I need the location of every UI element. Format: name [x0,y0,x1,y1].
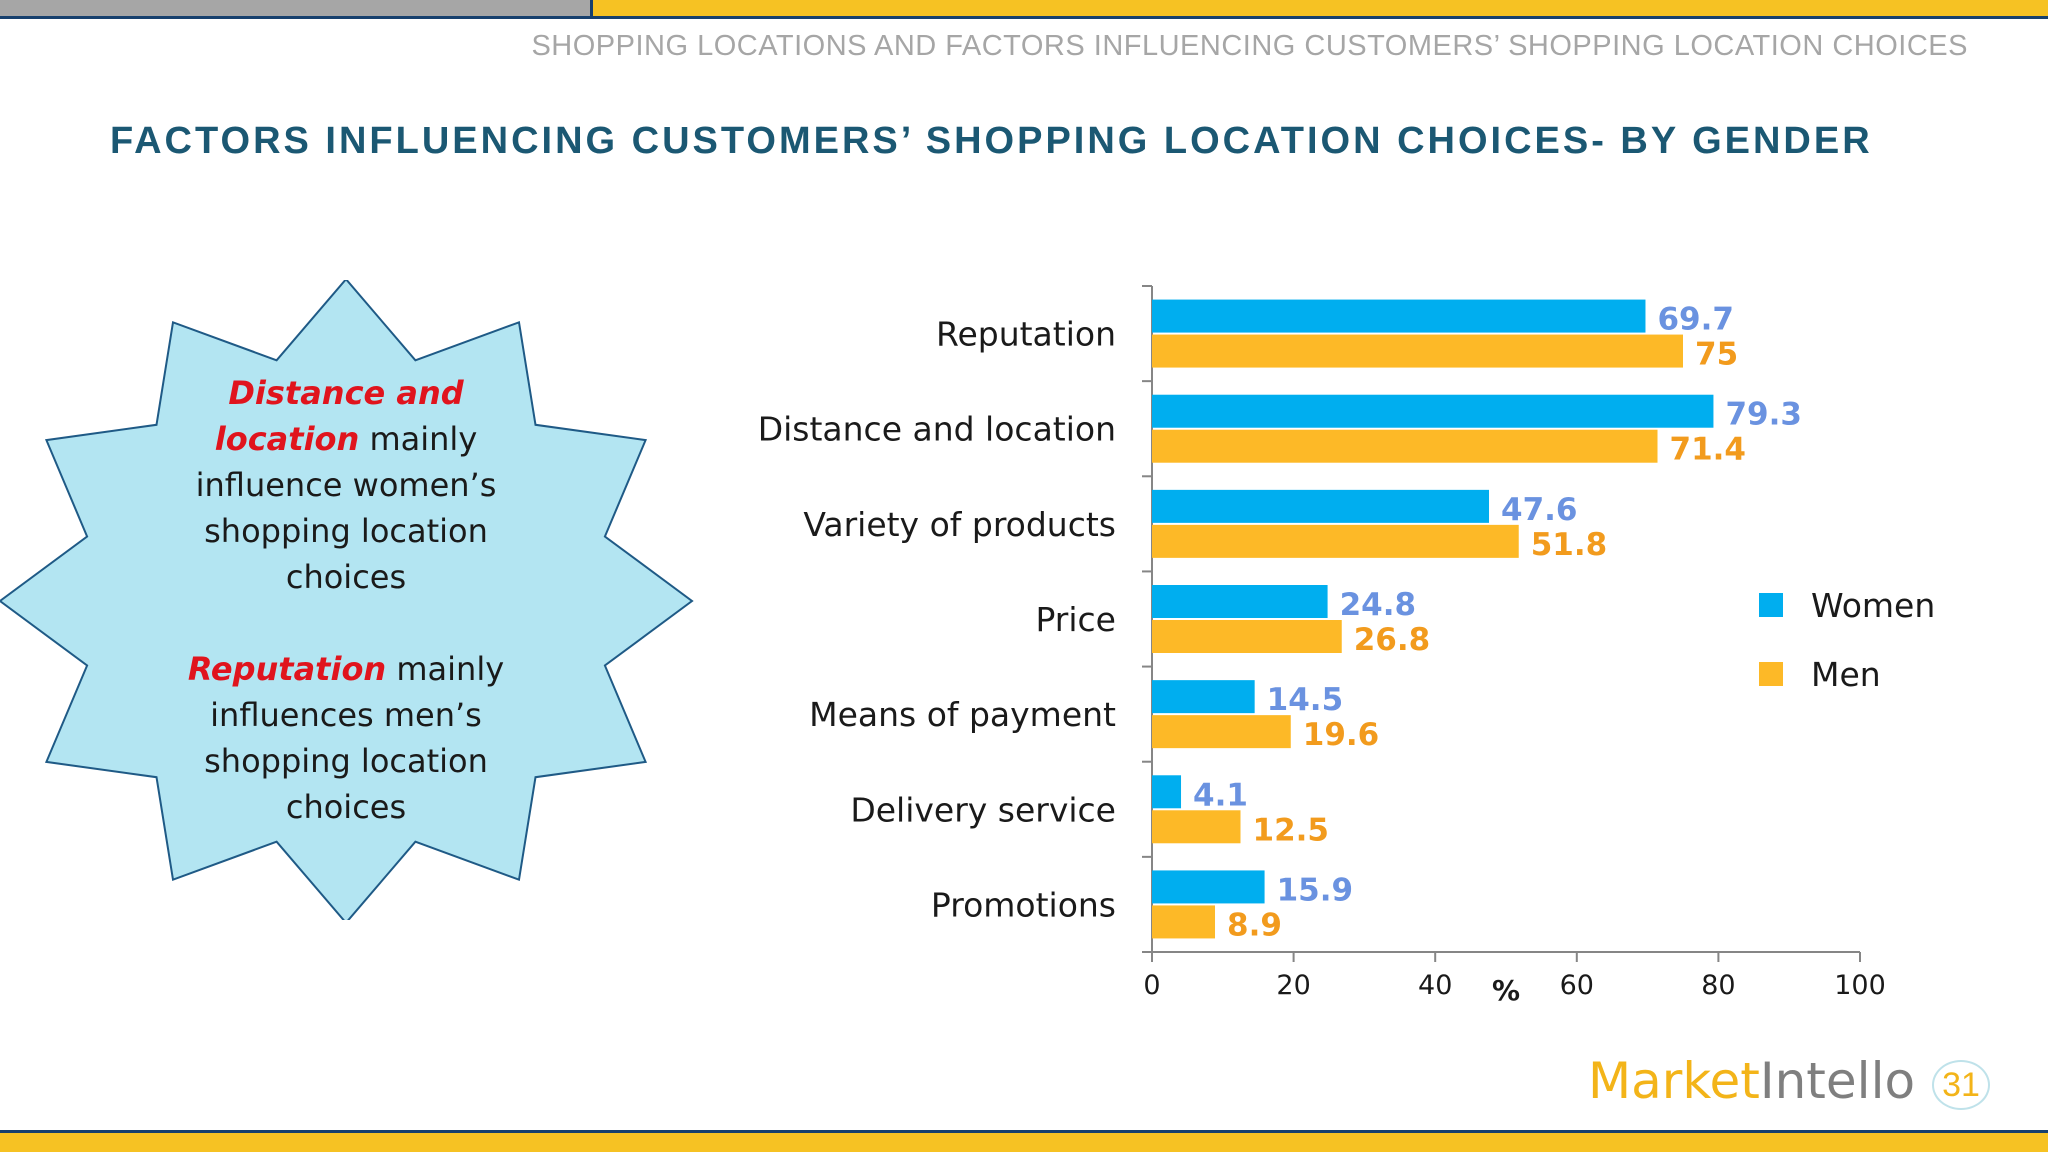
category-label: Promotions [931,885,1116,924]
starburst-shape [0,280,694,920]
x-tick-label: 100 [1834,970,1886,1001]
callout-emphasis-distance: Distance and location [214,374,464,458]
x-tick-label: 60 [1560,970,1594,1001]
x-tick-label: 20 [1276,970,1310,1001]
data-label-women: 79.3 [1725,397,1802,433]
callout-text: Distance and location mainly influence w… [160,370,532,830]
bar-women [1152,775,1182,809]
page-number: 31 [1932,1060,1990,1110]
data-label-men: 75 [1695,337,1738,373]
x-tick-label: 40 [1418,970,1452,1001]
logo-intello-text: Intello [1759,1052,1916,1110]
top-bar-yellow-segment [590,0,2048,18]
logo-market-text: Market [1588,1052,1760,1110]
bar-men [1152,810,1241,844]
callout-starburst [0,280,694,920]
data-label-women: 69.7 [1657,302,1734,338]
callout-paragraph-women: Distance and location mainly influence w… [160,370,532,600]
legend-swatch-women [1759,593,1783,617]
bar-women [1152,585,1328,618]
legend-label-women: Women [1811,586,1935,625]
data-label-men: 51.8 [1531,527,1608,563]
x-axis-title: % [1492,974,1520,1007]
bar-women [1152,489,1490,523]
bar-women [1152,680,1255,714]
bar-women [1152,299,1646,333]
category-label: Reputation [936,315,1116,354]
top-bar-divider-line [0,16,2048,19]
bar-women [1152,870,1265,904]
bar-men [1152,620,1342,653]
category-label: Means of payment [809,695,1116,734]
bar-men [1152,715,1291,749]
category-label: Variety of products [803,505,1116,544]
top-accent-bar [0,0,2048,19]
data-label-men: 19.6 [1303,717,1380,753]
data-label-men: 71.4 [1670,432,1747,468]
legend-swatch-men [1759,662,1783,686]
data-label-men: 8.9 [1227,907,1282,943]
callout-text-women: mainly influence women’s shopping locati… [195,420,497,596]
x-tick-label: 80 [1701,970,1735,1001]
data-label-men: 12.5 [1253,812,1330,848]
category-label: Distance and location [758,410,1116,449]
bottom-accent-bar [0,1130,2048,1152]
data-label-women: 24.8 [1340,587,1417,623]
callout-paragraph-men: Reputation mainly influences men’s shopp… [160,646,532,830]
x-tick-label: 0 [1143,970,1160,1001]
data-label-women: 47.6 [1501,492,1578,528]
bar-men [1152,524,1519,558]
bar-men [1152,429,1658,463]
bar-women [1152,394,1714,428]
legend-label-men: Men [1811,655,1881,694]
data-label-women: 4.1 [1193,777,1248,813]
data-label-men: 26.8 [1354,622,1431,658]
data-label-women: 15.9 [1277,872,1354,908]
bar-men [1152,334,1683,368]
category-label: Delivery service [850,790,1116,829]
callout-emphasis-reputation: Reputation [187,650,387,688]
section-header: SHOPPING LOCATIONS AND FACTORS INFLUENCI… [531,30,1968,62]
category-label: Price [1035,600,1116,639]
bar-men [1152,905,1216,939]
data-label-women: 14.5 [1267,682,1344,718]
top-bar-gray-segment [0,0,590,18]
callout-text-men: mainly influences men’s shopping locatio… [204,650,505,826]
marketintello-logo: MarketIntello [1588,1052,1915,1110]
page-title: FACTORS INFLUENCING CUSTOMERS’ SHOPPING … [110,120,1873,162]
